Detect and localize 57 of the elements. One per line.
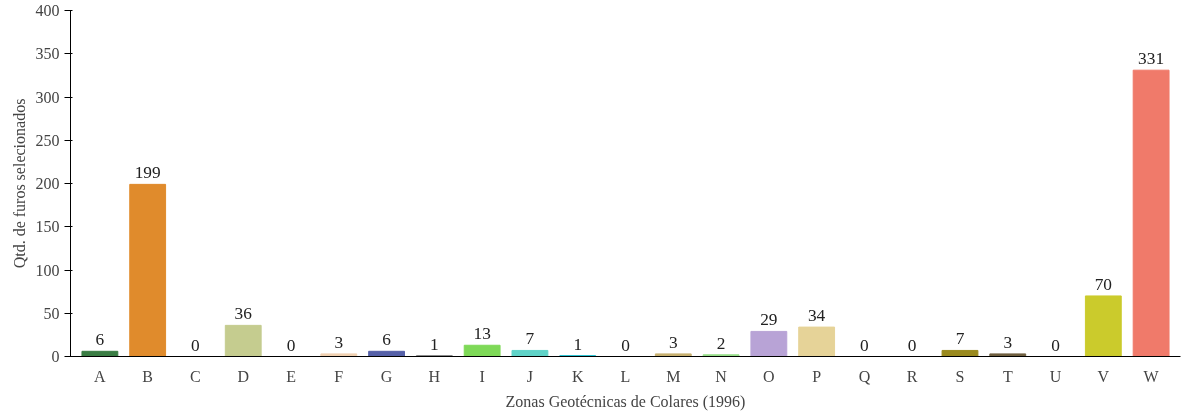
data-label: 0 [860,335,869,355]
data-label: 0 [286,335,296,355]
x-tick-label: W [1143,367,1160,385]
y-tick-label: 250 [35,131,60,149]
x-tick-label: R [906,367,918,385]
y-tick-label: 350 [35,45,60,63]
x-tick-label: I [479,367,485,385]
x-tick-label: E [286,367,296,385]
x-tick-label: A [94,367,107,385]
x-tick-label: J [526,367,534,385]
data-label: 7 [955,329,965,349]
x-tick-label: M [666,367,681,385]
data-label: 2 [716,333,726,353]
data-label: 6 [95,330,105,350]
data-label: 0 [1051,335,1060,355]
x-tick-label: P [812,367,822,385]
data-label: 34 [807,306,826,326]
x-tick-label: O [763,367,775,385]
data-label: 3 [668,332,678,352]
data-label: 7 [525,329,535,349]
data-label: 3 [334,332,344,352]
data-label: 70 [1094,274,1112,294]
data-label: 36 [234,304,253,324]
x-tick-label: C [190,367,201,385]
y-tick-label: 50 [43,304,60,322]
y-tick-label: 100 [35,261,60,279]
x-tick-label: G [380,367,393,385]
data-label: 0 [907,335,917,355]
x-tick-label: K [571,367,584,385]
data-label: 331 [1138,49,1165,69]
data-label: 199 [134,163,161,183]
x-tick-label: V [1097,367,1110,385]
x-tick-label: U [1049,367,1062,385]
x-tick-label: F [334,367,344,385]
data-label: 1 [430,334,439,354]
data-label: 0 [191,335,200,355]
y-tick-label: 300 [35,88,60,106]
x-tick-label: D [237,367,250,385]
data-label: 29 [760,310,778,330]
x-tick-label: L [620,367,631,385]
y-tick-label: 0 [51,348,60,365]
data-label: 13 [473,324,491,344]
x-tick-label: N [715,367,728,385]
data-label: 6 [382,330,392,350]
x-tick-label: H [428,367,441,385]
y-axis-title: Qtd. de furos selecionados [10,98,28,269]
data-label: 0 [621,335,630,355]
y-tick-label: 150 [35,218,60,236]
x-tick-label: Q [858,367,871,385]
y-tick-label: 400 [35,2,60,19]
x-tick-label: B [142,367,154,385]
x-axis-title: Zonas Geotécnicas de Colares (1996) [505,392,746,411]
x-tick-label: S [955,367,965,385]
y-tick-label: 200 [35,175,60,192]
data-label: 1 [573,334,583,354]
x-tick-label: T [1002,367,1013,385]
data-label: 3 [1003,332,1013,352]
